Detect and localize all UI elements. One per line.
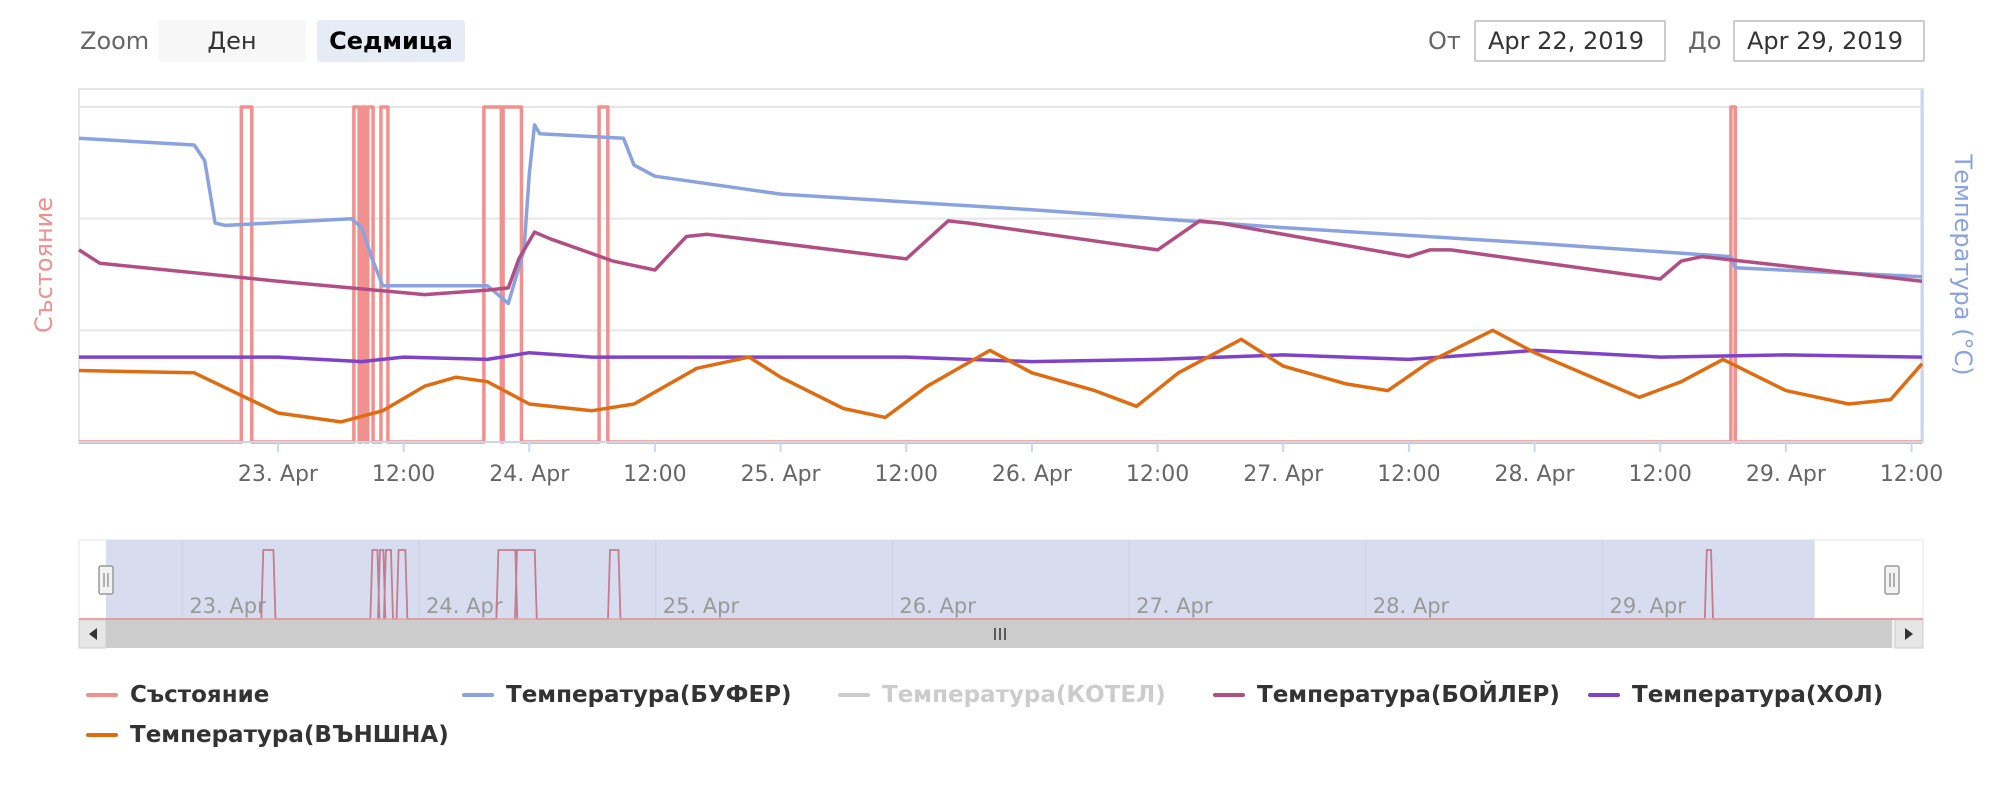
x-tick-label: 27. Apr xyxy=(1243,462,1324,487)
legend-item-buffer[interactable]: Температура(БУФЕР) xyxy=(462,682,792,708)
x-tick-label: 12:00 xyxy=(1880,462,1943,487)
series-line-5[interactable] xyxy=(78,328,1924,424)
arrow-right-icon xyxy=(1905,628,1913,640)
navigator[interactable]: 23. Apr 24. Apr 25. Apr 26. Apr 27. Apr 28. A… xyxy=(78,539,1924,649)
series-line-3[interactable] xyxy=(78,219,1923,297)
legend-swatch-icon xyxy=(86,733,118,737)
from-date-input[interactable]: Apr 22, 2019 xyxy=(1474,20,1666,62)
legend-swatch-icon xyxy=(838,693,870,697)
x-tick-label: 12:00 xyxy=(372,462,435,487)
legend-item-hall[interactable]: Температура(ХОЛ) xyxy=(1588,682,1883,708)
series-line-0[interactable] xyxy=(79,105,1922,444)
x-tick-label: 26. Apr xyxy=(992,462,1073,487)
zoom-label: Zoom xyxy=(80,27,150,55)
legend-label: Температура(БУФЕР) xyxy=(506,682,792,708)
x-tick-label: 12:00 xyxy=(623,462,686,487)
x-tick-label: 28. Apr xyxy=(1495,462,1576,487)
x-tick-label: 12:00 xyxy=(1377,462,1440,487)
navigator-tick-label: 29. Apr xyxy=(1609,594,1686,618)
legend-swatch-icon xyxy=(1213,693,1245,697)
navigator-tick-label: 28. Apr xyxy=(1373,594,1450,618)
legend-label: Температура(КОТЕЛ) xyxy=(882,682,1166,708)
legend-label: Състояние xyxy=(130,682,270,708)
x-tick-label: 25. Apr xyxy=(741,462,822,487)
navigator-right-handle[interactable] xyxy=(1884,565,1900,595)
series-line-4[interactable] xyxy=(79,348,1923,364)
x-tick-label: 29. Apr xyxy=(1746,462,1827,487)
legend-label: Температура(ВЪНШНА) xyxy=(130,722,449,748)
zoom-day-button[interactable]: Ден xyxy=(158,20,306,62)
legend-label: Температура(БОЙЛЕР) xyxy=(1257,682,1560,708)
x-tick-label: 12:00 xyxy=(1629,462,1692,487)
right-axis-title: Температура (°C) xyxy=(1949,153,1977,375)
navigator-tick-label: 25. Apr xyxy=(663,594,740,618)
navigator-left-handle[interactable] xyxy=(98,565,114,595)
x-tick-label: 12:00 xyxy=(1126,462,1189,487)
scroll-right-button[interactable] xyxy=(1894,619,1924,649)
legend-item-outdoor[interactable]: Температура(ВЪНШНА) xyxy=(86,722,449,748)
x-axis-ticks: 23. Apr 12:00 24. Apr 12:00 25. Apr 12:00 26. … xyxy=(238,442,1943,487)
scrollbar-grip-icon xyxy=(994,628,1006,640)
to-date-input[interactable]: Apr 29, 2019 xyxy=(1733,20,1925,62)
legend-item-water-heater[interactable]: Температура(БОЙЛЕР) xyxy=(1213,682,1560,708)
navigator-tick-label: 24. Apr xyxy=(426,594,503,618)
navigator-series-line xyxy=(79,549,1923,620)
scrollbar-thumb[interactable] xyxy=(106,620,1892,648)
navigator-grid: 23. Apr 24. Apr 25. Apr 26. Apr 27. Apr 28. A… xyxy=(181,540,1686,619)
legend-label: Температура(ХОЛ) xyxy=(1632,682,1884,708)
x-tick-label: 23. Apr xyxy=(238,462,319,487)
from-label: От xyxy=(1428,27,1461,55)
navigator-series xyxy=(79,549,1923,620)
legend-item-state[interactable]: Състояние xyxy=(86,682,269,708)
series-layer xyxy=(78,105,1924,444)
x-tick-label: 24. Apr xyxy=(489,462,570,487)
legend-item-boiler-kotel[interactable]: Температура(КОТЕЛ) xyxy=(838,682,1166,708)
left-axis-title: Състояние xyxy=(30,197,58,333)
zoom-week-button[interactable]: Седмица xyxy=(317,20,465,62)
navigator-tick-label: 23. Apr xyxy=(189,594,266,618)
navigator-tick-label: 26. Apr xyxy=(899,594,976,618)
navigator-tick-label: 27. Apr xyxy=(1136,594,1213,618)
legend-swatch-icon xyxy=(462,693,494,697)
legend-swatch-icon xyxy=(86,693,118,697)
arrow-left-icon xyxy=(89,628,97,640)
to-label: До xyxy=(1688,27,1722,55)
legend-swatch-icon xyxy=(1588,693,1620,697)
scroll-left-button[interactable] xyxy=(78,619,107,649)
x-tick-label: 12:00 xyxy=(875,462,938,487)
